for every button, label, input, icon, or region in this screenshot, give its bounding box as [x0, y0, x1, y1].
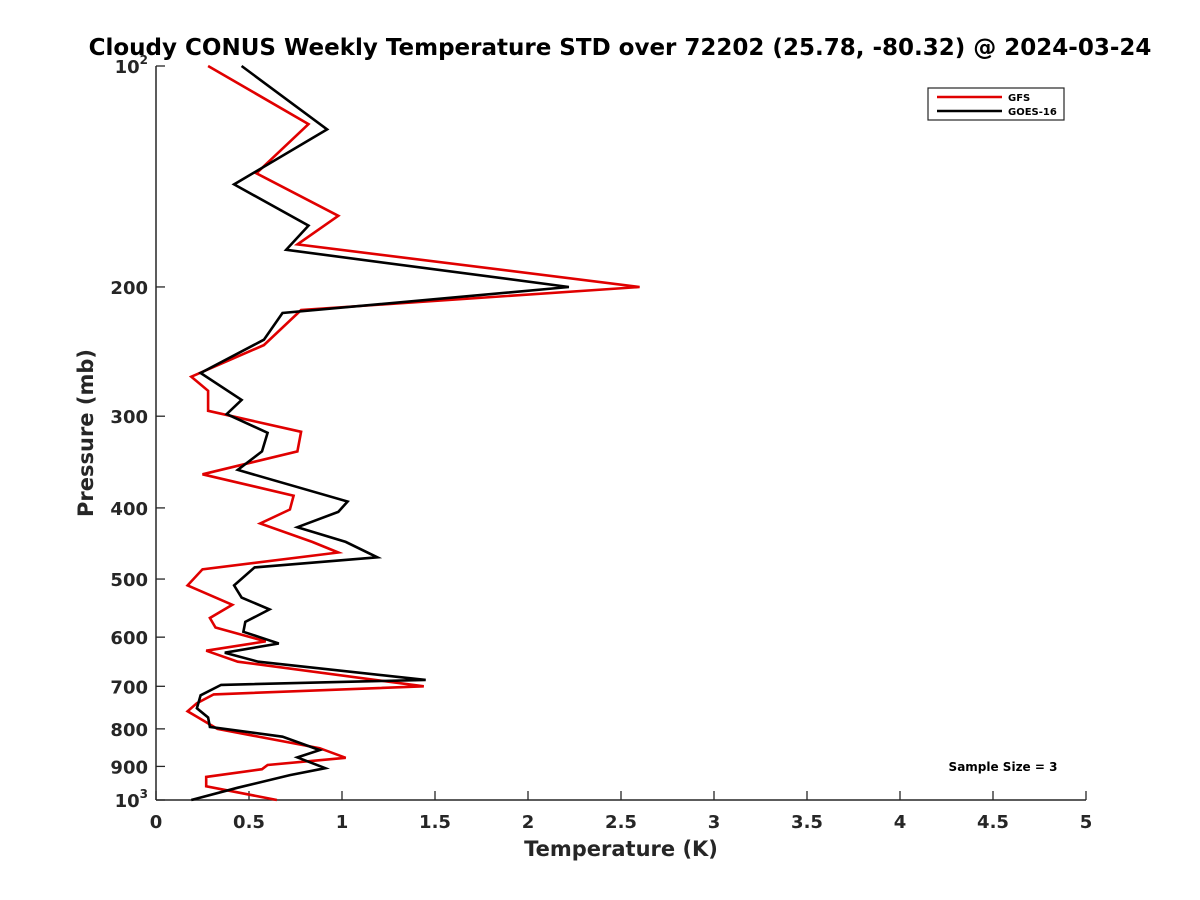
y-tick-base: 200 [110, 278, 148, 299]
sample-size-annotation: Sample Size = 3 [949, 760, 1058, 774]
plot-area: 0 0.5 1 1.5 2 2.5 3 3.5 4 4.5 5 102200300400500600… [110, 53, 1092, 833]
x-tick-label: 2.5 [605, 812, 637, 833]
y-tick-base: 700 [110, 677, 148, 698]
x-tick-label: 3 [708, 812, 721, 833]
x-tick-label: 1 [336, 812, 349, 833]
x-axis-label: Temperature (K) [524, 837, 718, 861]
y-tick-exponent: 3 [140, 787, 148, 801]
x-tick-label: 1.5 [419, 812, 451, 833]
x-tick-label: 5 [1080, 812, 1093, 833]
y-tick-base: 900 [110, 757, 148, 778]
x-tick-label: 4.5 [977, 812, 1009, 833]
legend-label: GOES-16 [1008, 107, 1057, 118]
y-tick-base: 10 [115, 791, 140, 812]
y-tick-exponent: 2 [140, 53, 148, 67]
x-tick-label: 2 [522, 812, 535, 833]
y-tick-base: 10 [115, 57, 140, 78]
legend-label: GFS [1008, 93, 1030, 104]
y-tick-label: 400 [110, 499, 148, 520]
y-tick-label: 200 [110, 278, 148, 299]
legend-box [927, 87, 1065, 121]
x-tick-label: 3.5 [791, 812, 823, 833]
y-tick-label: 103 [115, 787, 148, 812]
y-tick-base: 400 [110, 499, 148, 520]
x-tick-label: 0 [150, 812, 163, 833]
y-tick-label: 700 [110, 677, 148, 698]
y-tick-base: 800 [110, 720, 148, 741]
x-ticks: 0 0.5 1 1.5 2 2.5 3 3.5 4 4.5 5 [150, 791, 1093, 833]
legend: GFS GOES-16 [927, 87, 1065, 121]
y-tick-base: 500 [110, 570, 148, 591]
series-layer [185, 64, 640, 802]
chart-title: Cloudy CONUS Weekly Temperature STD over… [89, 35, 1152, 61]
y-tick-label: 102 [115, 53, 148, 78]
y-tick-label: 800 [110, 720, 148, 741]
x-tick-label: 0.5 [233, 812, 265, 833]
x-tick-label: 4 [894, 812, 907, 833]
series-line-goes-16 [190, 64, 570, 802]
y-axis-label: Pressure (mb) [74, 349, 98, 517]
y-tick-label: 300 [110, 407, 148, 428]
y-tick-label: 900 [110, 757, 148, 778]
y-tick-label: 500 [110, 570, 148, 591]
legend-items: GFS GOES-16 [937, 93, 1057, 118]
y-tick-base: 600 [110, 628, 148, 649]
y-tick-base: 300 [110, 407, 148, 428]
series-line-gfs [185, 64, 640, 802]
y-tick-label: 600 [110, 628, 148, 649]
